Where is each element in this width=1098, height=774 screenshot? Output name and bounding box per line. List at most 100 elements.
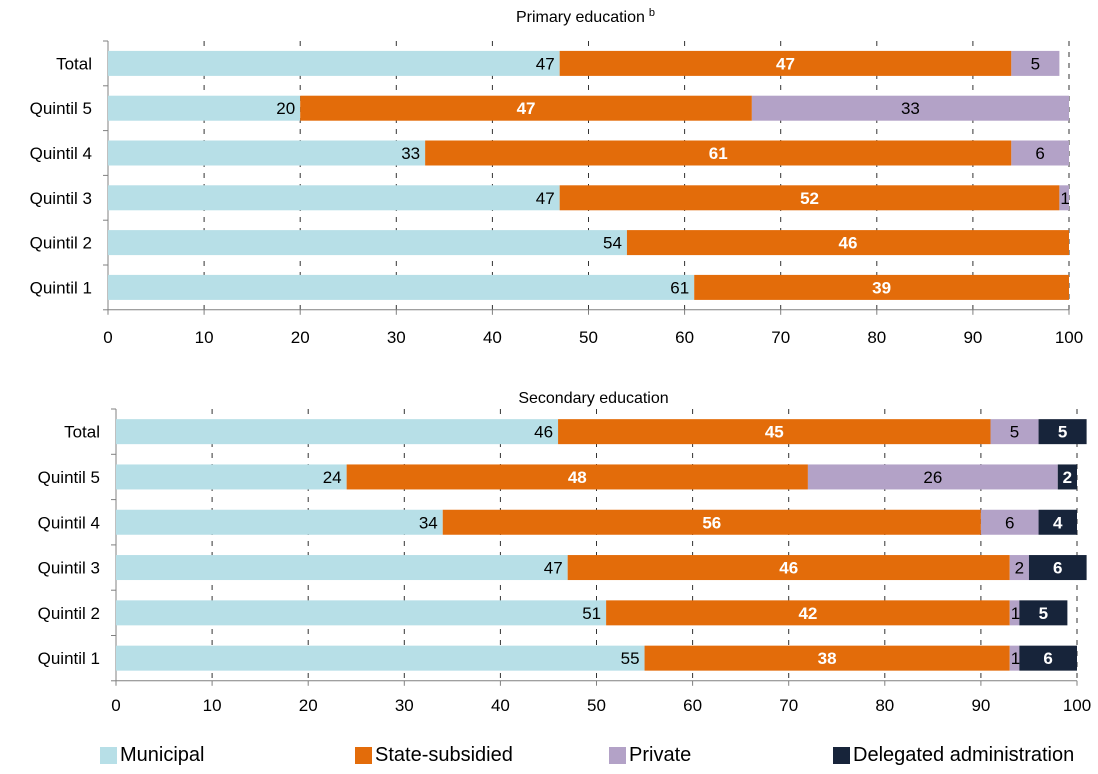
legend-label-private: Private [629, 744, 692, 766]
data-label-delegated-administration: 5 [1058, 423, 1067, 442]
x-tick-label: 10 [195, 328, 214, 347]
chart-legend: Municipal State-subsidied Private Delega… [100, 744, 1090, 774]
y-category-label: Quintil 3 [38, 559, 100, 578]
data-label-state-subsidied: 48 [568, 468, 587, 487]
x-tick-label: 60 [675, 328, 694, 347]
y-category-label: Quintil 1 [30, 278, 92, 297]
bar-municipal [108, 50, 560, 76]
x-tick-label: 20 [299, 696, 318, 715]
y-category-label: Quintil 2 [38, 604, 100, 623]
x-tick-label: 40 [491, 696, 510, 715]
x-tick-label: 30 [395, 696, 414, 715]
data-label-municipal: 51 [582, 604, 601, 623]
x-tick-label: 0 [103, 328, 112, 347]
bar-state-subsidied [567, 555, 1010, 581]
bar-delegated-administration [1057, 464, 1077, 490]
bar-private [1009, 600, 1020, 626]
data-label-state-subsidied: 47 [776, 54, 795, 73]
x-tick-label: 70 [771, 328, 790, 347]
bar-private [1011, 50, 1060, 76]
bar-state-subsidied [442, 509, 981, 535]
data-label-municipal: 46 [534, 423, 553, 442]
y-category-label: Quintil 5 [38, 468, 100, 487]
x-tick-label: 10 [203, 696, 222, 715]
data-label-municipal: 55 [621, 649, 640, 668]
bar-private [980, 509, 1039, 535]
data-label-state-subsidied: 46 [839, 234, 858, 253]
bar-municipal [116, 509, 443, 535]
bar-state-subsidied [300, 95, 752, 121]
bar-municipal [108, 230, 627, 256]
x-tick-label: 30 [387, 328, 406, 347]
bar-private [990, 419, 1039, 445]
bar-delegated-administration [1038, 419, 1087, 445]
bar-municipal [108, 95, 301, 121]
bar-delegated-administration [1038, 509, 1077, 535]
x-tick-label: 90 [963, 328, 982, 347]
bar-state-subsidied [558, 419, 991, 445]
data-label-private: 6 [1005, 513, 1014, 532]
bar-private [1009, 555, 1029, 581]
x-tick-label: 0 [111, 696, 120, 715]
bar-state-subsidied [644, 645, 1010, 671]
chart-title: Secondary education [518, 390, 668, 407]
legend-swatch-state-subsidied [355, 747, 372, 764]
bar-state-subsidied [559, 50, 1012, 76]
legend-item-state-subsidied: State-subsidied [355, 744, 513, 767]
y-category-label: Quintil 4 [30, 144, 92, 163]
bar-state-subsidied [694, 274, 1069, 300]
data-label-private: 33 [901, 99, 920, 118]
x-tick-label: 20 [291, 328, 310, 347]
data-label-delegated-administration: 6 [1053, 559, 1062, 578]
legend-label-state-subsidied: State-subsidied [375, 744, 513, 766]
data-label-state-subsidied: 61 [709, 144, 728, 163]
data-label-state-subsidied: 47 [517, 99, 536, 118]
bar-private [1059, 185, 1069, 211]
bar-state-subsidied [346, 464, 808, 490]
bar-private [1009, 645, 1020, 671]
data-label-municipal: 47 [544, 559, 563, 578]
data-label-municipal: 33 [401, 144, 420, 163]
data-label-private: 1 [1011, 649, 1020, 668]
x-tick-label: 60 [683, 696, 702, 715]
bar-municipal [108, 185, 560, 211]
bar-state-subsidied [425, 140, 1012, 166]
x-tick-label: 40 [483, 328, 502, 347]
data-label-private: 26 [923, 468, 942, 487]
data-label-private: 5 [1010, 423, 1019, 442]
data-label-municipal: 47 [536, 54, 555, 73]
data-label-delegated-administration: 2 [1063, 468, 1072, 487]
data-label-state-subsidied: 56 [702, 513, 721, 532]
bar-municipal [108, 274, 695, 300]
data-label-municipal: 20 [276, 99, 295, 118]
data-label-state-subsidied: 39 [872, 278, 891, 297]
chart-panel-primary-education: 0 10 20 30 40 50 60 70 80 90 100 Primary education b… [30, 7, 1084, 347]
x-tick-label: 50 [579, 328, 598, 347]
x-tick-label: 80 [875, 696, 894, 715]
bar-state-subsidied [559, 185, 1060, 211]
bar-delegated-administration [1019, 645, 1077, 671]
data-label-municipal: 34 [419, 513, 438, 532]
data-label-private: 1 [1060, 189, 1069, 208]
bar-municipal [116, 645, 645, 671]
y-category-label: Quintil 3 [30, 189, 92, 208]
bar-delegated-administration [1019, 600, 1068, 626]
x-tick-label: 80 [867, 328, 886, 347]
data-label-private: 6 [1035, 144, 1044, 163]
bar-private [1011, 140, 1069, 166]
chart-title-superscript: b [649, 7, 655, 19]
chart-title: Primary education b [516, 7, 655, 26]
data-label-municipal: 24 [323, 468, 342, 487]
legend-item-private: Private [609, 744, 691, 767]
legend-swatch-private [609, 747, 626, 764]
bar-state-subsidied [606, 600, 1010, 626]
data-label-state-subsidied: 52 [800, 189, 819, 208]
data-label-delegated-administration: 4 [1053, 513, 1063, 532]
legend-label-municipal: Municipal [120, 744, 205, 766]
data-label-municipal: 47 [536, 189, 555, 208]
legend-swatch-municipal [100, 747, 117, 764]
bar-municipal [116, 600, 607, 626]
y-category-label: Total [56, 54, 92, 73]
